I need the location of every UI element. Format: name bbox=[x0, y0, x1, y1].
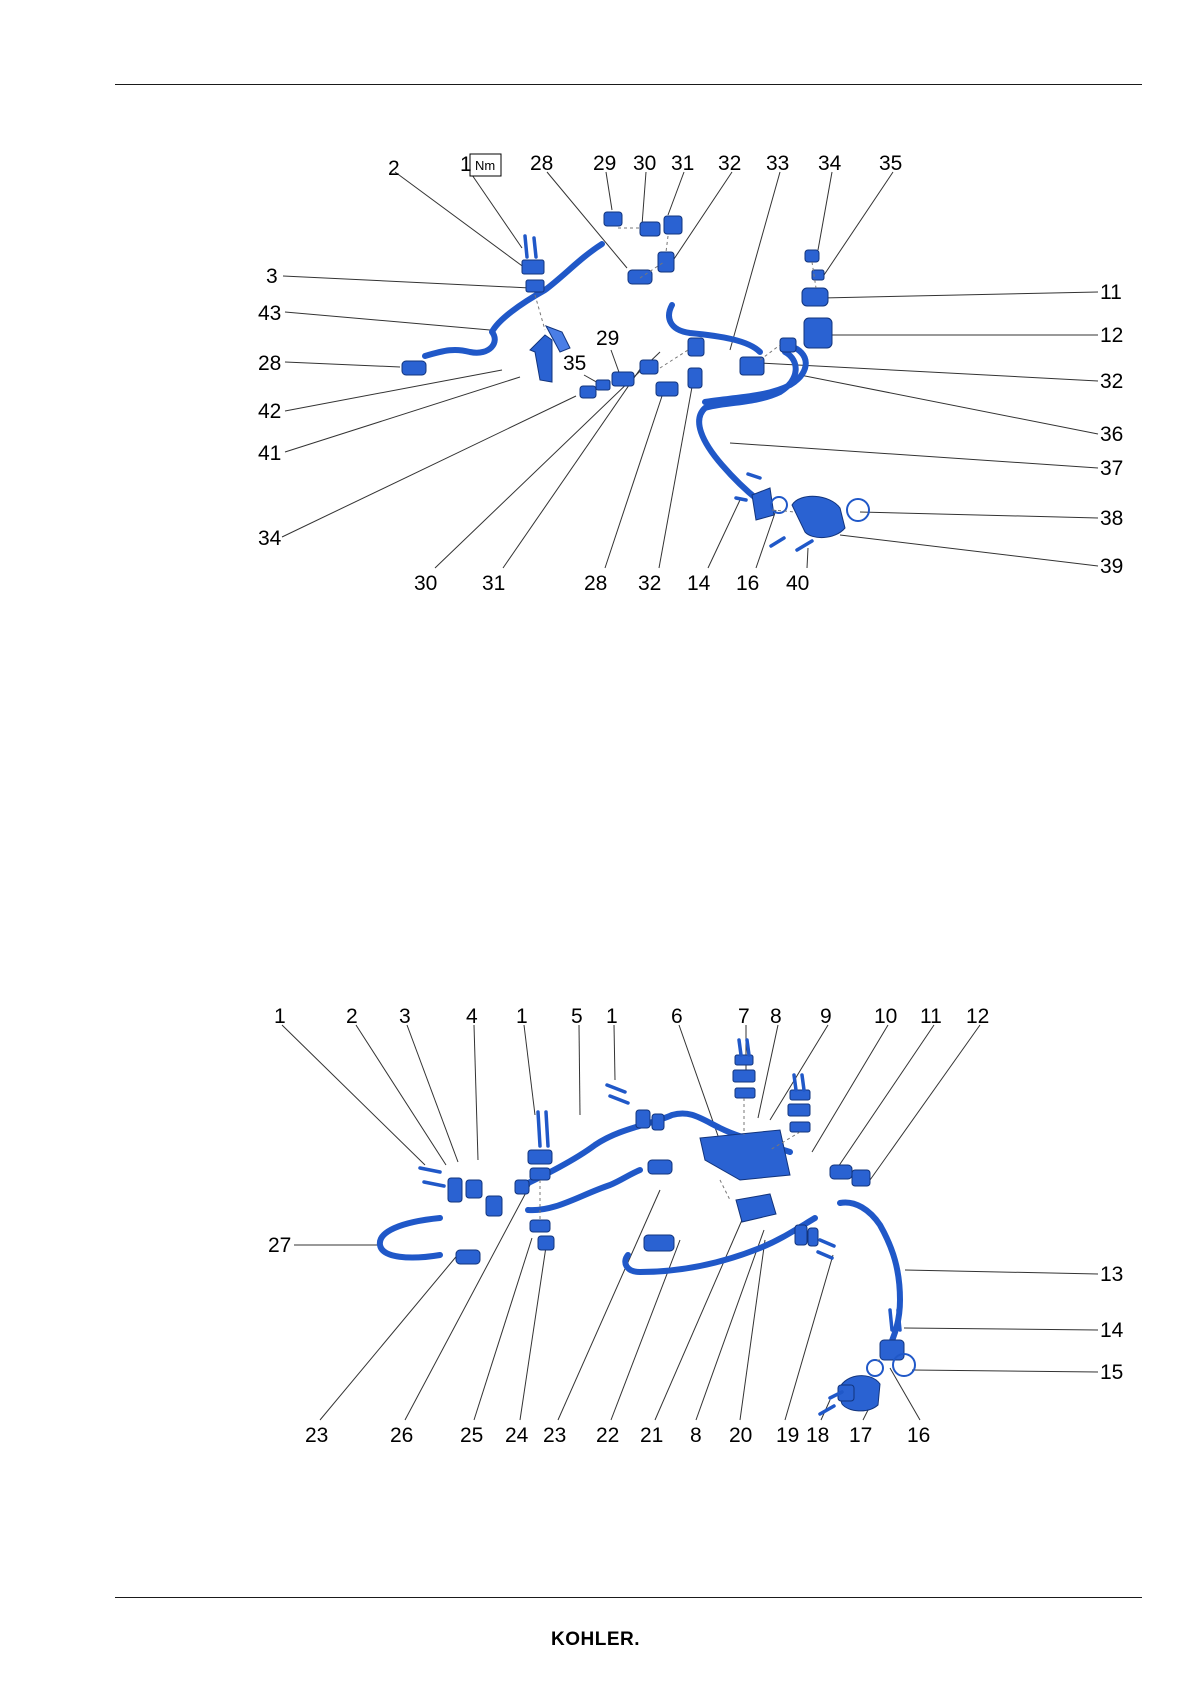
bottom-callouts: 1 2 3 4 1 5 1 6 7 8 9 10 11 12 27 13 14 … bbox=[268, 1005, 1124, 1447]
callout: 18 bbox=[806, 1424, 829, 1447]
callout: 32 bbox=[638, 572, 661, 595]
callout: 30 bbox=[414, 572, 437, 595]
callout: 7 bbox=[738, 1005, 750, 1028]
top-assembly-dashes bbox=[534, 227, 817, 513]
callout: 32 bbox=[718, 152, 741, 175]
callout: 37 bbox=[1100, 457, 1123, 480]
callout: 14 bbox=[687, 572, 711, 595]
callout: 39 bbox=[1100, 555, 1123, 578]
callout: 6 bbox=[671, 1005, 683, 1028]
callout: 43 bbox=[258, 302, 281, 325]
callout: 20 bbox=[729, 1424, 752, 1447]
exploded-diagram-top: Nm 2 1 28 29 30 31 32 33 34 35 3 43 28 4… bbox=[258, 152, 1123, 595]
callout: 36 bbox=[1100, 423, 1123, 446]
kohler-logo: KOHLER. bbox=[551, 1629, 640, 1650]
callout: 17 bbox=[849, 1424, 872, 1447]
callout: 29 bbox=[596, 327, 619, 350]
callout: 26 bbox=[390, 1424, 413, 1447]
callout: 13 bbox=[1100, 1263, 1123, 1286]
top-pipes bbox=[422, 241, 809, 503]
bottom-components bbox=[418, 1038, 916, 1416]
callout: 41 bbox=[258, 442, 281, 465]
callout: 2 bbox=[346, 1005, 358, 1028]
footer-rule bbox=[115, 1597, 1142, 1598]
callout: 15 bbox=[1100, 1361, 1123, 1384]
callout: 22 bbox=[596, 1424, 619, 1447]
callout: 12 bbox=[966, 1005, 989, 1028]
callout: 40 bbox=[786, 572, 809, 595]
callout: 35 bbox=[563, 352, 586, 375]
callout: 3 bbox=[266, 265, 278, 288]
callout: 35 bbox=[879, 152, 902, 175]
callout: 19 bbox=[776, 1424, 799, 1447]
callout: 34 bbox=[258, 527, 282, 550]
bottom-leader-lines bbox=[281, 1024, 1099, 1421]
top-callouts: 2 1 28 29 30 31 32 33 34 35 3 43 28 42 4… bbox=[258, 152, 1123, 595]
callout: 11 bbox=[920, 1005, 942, 1028]
callout: 27 bbox=[268, 1234, 291, 1257]
callout: 1 bbox=[516, 1005, 528, 1028]
bottom-assembly-dashes bbox=[539, 1098, 880, 1361]
callout: 8 bbox=[770, 1005, 782, 1028]
header-rule bbox=[115, 84, 1142, 85]
callout: 29 bbox=[593, 152, 616, 175]
callout: 28 bbox=[584, 572, 607, 595]
callout: 5 bbox=[571, 1005, 583, 1028]
callout: 14 bbox=[1100, 1319, 1124, 1342]
callout: 21 bbox=[640, 1424, 663, 1447]
callout: 4 bbox=[466, 1005, 478, 1028]
callout: 34 bbox=[818, 152, 842, 175]
callout: 12 bbox=[1100, 324, 1123, 347]
callout: 1 bbox=[274, 1005, 286, 1028]
callout: 16 bbox=[736, 572, 759, 595]
callout: 23 bbox=[305, 1424, 328, 1447]
top-components bbox=[401, 211, 870, 552]
callout: 33 bbox=[766, 152, 789, 175]
callout: 9 bbox=[820, 1005, 832, 1028]
callout: 24 bbox=[505, 1424, 529, 1447]
callout: 38 bbox=[1100, 507, 1123, 530]
callout: 8 bbox=[690, 1424, 702, 1447]
callout: 28 bbox=[530, 152, 553, 175]
callout: 28 bbox=[258, 352, 281, 375]
callout: 25 bbox=[460, 1424, 483, 1447]
callout: 1 bbox=[460, 153, 472, 176]
callout: 11 bbox=[1100, 281, 1122, 304]
callout: 2 bbox=[388, 157, 400, 180]
torque-badge-label: Nm bbox=[475, 158, 495, 173]
callout: 10 bbox=[874, 1005, 897, 1028]
callout: 42 bbox=[258, 400, 281, 423]
top-leader-lines bbox=[281, 171, 1099, 569]
callout: 1 bbox=[606, 1005, 618, 1028]
exploded-diagram-bottom: 1 2 3 4 1 5 1 6 7 8 9 10 11 12 27 13 14 … bbox=[268, 1005, 1124, 1447]
callout: 31 bbox=[671, 152, 694, 175]
callout: 16 bbox=[907, 1424, 930, 1447]
torque-badge: Nm bbox=[469, 153, 502, 177]
callout: 30 bbox=[633, 152, 656, 175]
callout: 23 bbox=[543, 1424, 566, 1447]
bottom-pipes bbox=[376, 1110, 903, 1353]
callout: 3 bbox=[399, 1005, 411, 1028]
callout: 32 bbox=[1100, 370, 1123, 393]
callout: 31 bbox=[482, 572, 505, 595]
